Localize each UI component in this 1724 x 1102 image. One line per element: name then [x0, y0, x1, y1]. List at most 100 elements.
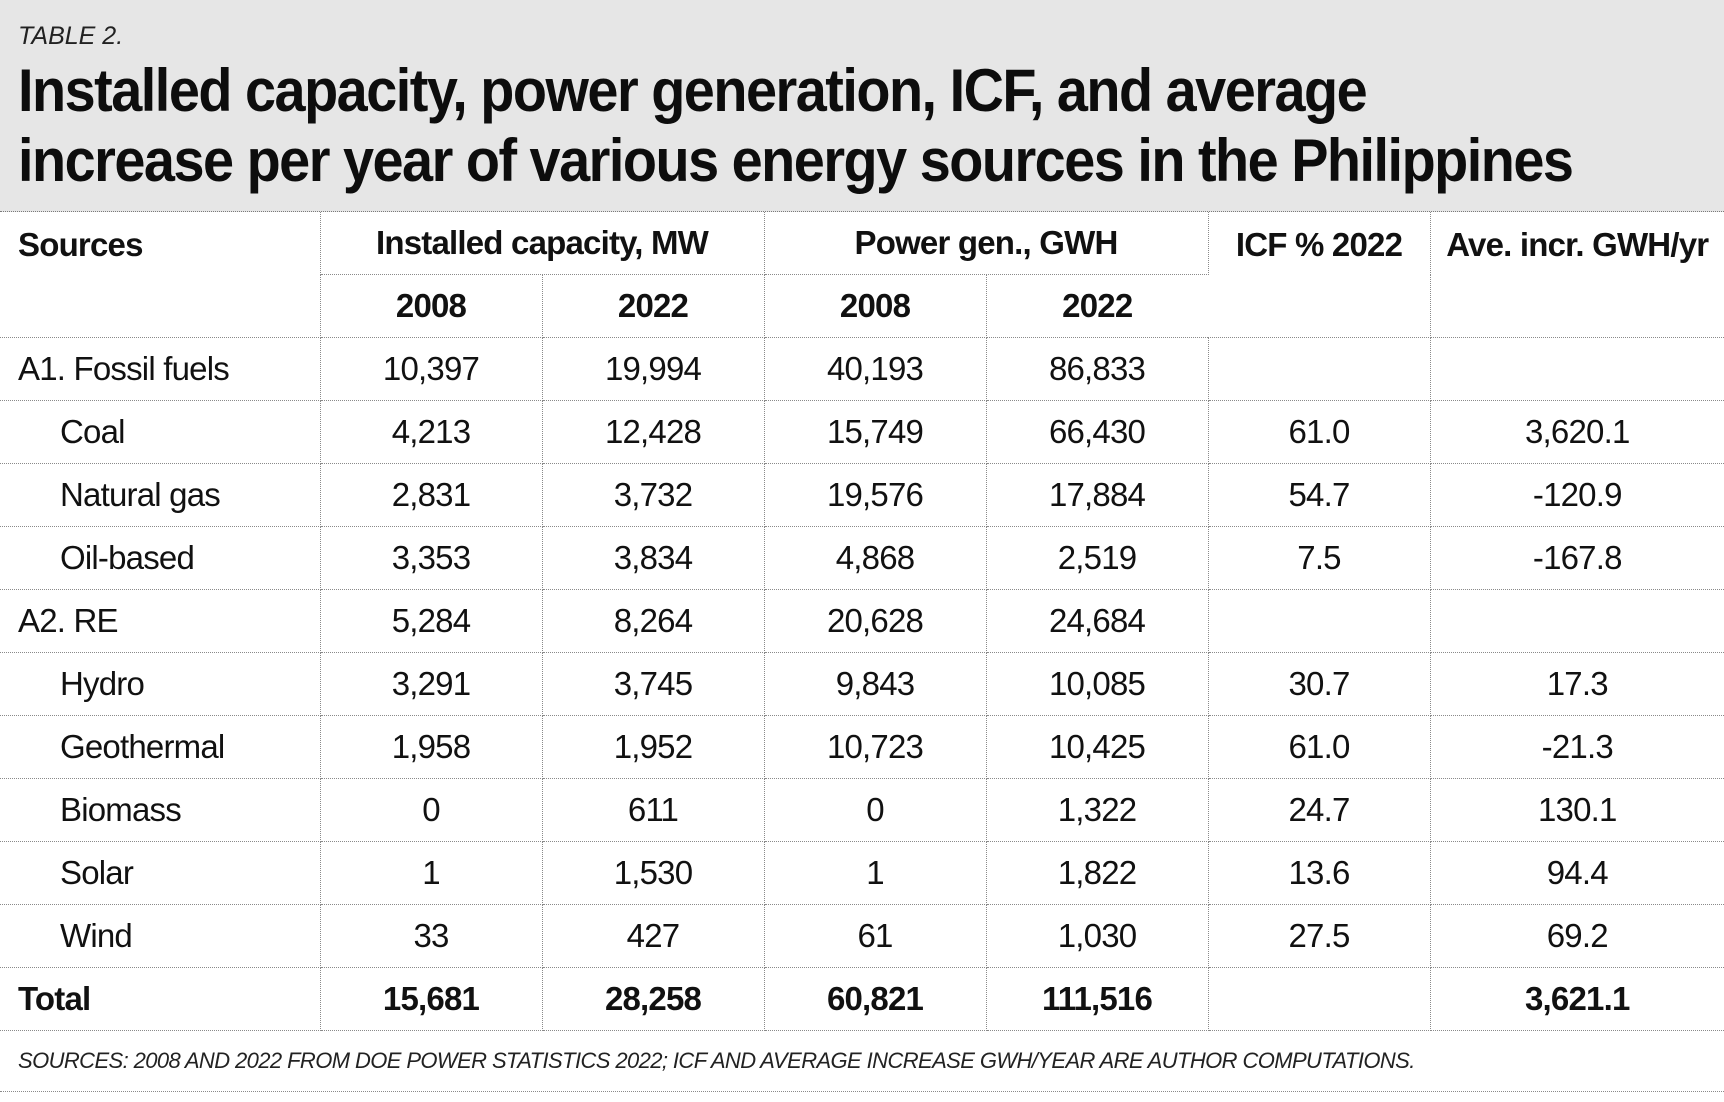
source-cell: A2. RE: [0, 589, 321, 653]
energy-table: Sources Installed capacity, MW Power gen…: [0, 212, 1724, 1031]
source-cell: Solar: [0, 841, 321, 905]
source-cell: Coal: [0, 400, 321, 464]
title-line-2: increase per year of various energy sour…: [18, 127, 1574, 194]
cap-2022-cell: 3,732: [542, 463, 765, 527]
table-label: TABLE 2.: [18, 22, 124, 50]
icf-cell: [1208, 337, 1431, 401]
cap-2008-cell: 3,291: [320, 652, 543, 716]
cap-2008-cell: 5,284: [320, 589, 543, 653]
gen-2008-cell: 19,576: [764, 463, 987, 527]
cap-2022-cell: 8,264: [542, 589, 765, 653]
table-body: A1. Fossil fuels 10,397 19,994 40,193 86…: [0, 337, 1724, 1031]
gen-2022-cell: 1,030: [986, 904, 1209, 968]
total-icf: [1208, 967, 1431, 1031]
gen-2008-cell: 15,749: [764, 400, 987, 464]
cap-2022-cell: 611: [542, 778, 765, 842]
cap-2008-cell: 1: [320, 841, 543, 905]
header-cap-2008: 2008: [320, 274, 543, 338]
cap-2022-cell: 1,952: [542, 715, 765, 779]
header-installed-capacity: Installed capacity, MW: [320, 212, 765, 275]
table-row: Biomass 0 611 0 1,322 24.7 130.1: [0, 778, 1724, 842]
gen-2022-cell: 10,085: [986, 652, 1209, 716]
icf-cell: 61.0: [1208, 715, 1431, 779]
table-row: Oil-based 3,353 3,834 4,868 2,519 7.5 -1…: [0, 526, 1724, 590]
gen-2022-cell: 17,884: [986, 463, 1209, 527]
incr-cell: [1430, 589, 1724, 653]
source-cell: Oil-based: [0, 526, 321, 590]
table-row: Hydro 3,291 3,745 9,843 10,085 30.7 17.3: [0, 652, 1724, 716]
incr-cell: 17.3: [1430, 652, 1724, 716]
total-incr: 3,621.1: [1430, 967, 1724, 1031]
table-row: Natural gas 2,831 3,732 19,576 17,884 54…: [0, 463, 1724, 527]
total-gen-2008: 60,821: [764, 967, 987, 1031]
icf-cell: [1208, 589, 1431, 653]
incr-cell: 94.4: [1430, 841, 1724, 905]
gen-2008-cell: 61: [764, 904, 987, 968]
gen-2008-cell: 40,193: [764, 337, 987, 401]
gen-2022-cell: 86,833: [986, 337, 1209, 401]
header-cap-2022: 2022: [542, 274, 765, 338]
header-gen-2008: 2008: [764, 274, 987, 338]
cap-2008-cell: 33: [320, 904, 543, 968]
source-cell: A1. Fossil fuels: [0, 337, 321, 401]
icf-cell: 61.0: [1208, 400, 1431, 464]
icf-cell: 54.7: [1208, 463, 1431, 527]
gen-2022-cell: 2,519: [986, 526, 1209, 590]
incr-cell: 130.1: [1430, 778, 1724, 842]
bottom-rule: [0, 1091, 1724, 1092]
source-cell: Biomass: [0, 778, 321, 842]
cap-2022-cell: 12,428: [542, 400, 765, 464]
header-row: Sources Installed capacity, MW Power gen…: [0, 212, 1724, 338]
cap-2022-cell: 3,834: [542, 526, 765, 590]
incr-cell: 3,620.1: [1430, 400, 1724, 464]
incr-cell: -120.9: [1430, 463, 1724, 527]
gen-2022-cell: 1,322: [986, 778, 1209, 842]
gen-2008-cell: 0: [764, 778, 987, 842]
header-ave-incr: Ave. incr. GWH/yr: [1430, 212, 1724, 338]
gen-2022-cell: 1,822: [986, 841, 1209, 905]
source-cell: Natural gas: [0, 463, 321, 527]
total-cap-2022: 28,258: [542, 967, 765, 1031]
icf-cell: 7.5: [1208, 526, 1431, 590]
source-cell: Wind: [0, 904, 321, 968]
table-header-band: TABLE 2. Installed capacity, power gener…: [0, 0, 1724, 212]
cap-2008-cell: 2,831: [320, 463, 543, 527]
incr-cell: 69.2: [1430, 904, 1724, 968]
total-gen-2022: 111,516: [986, 967, 1209, 1031]
source-note: SOURCES: 2008 AND 2022 FROM DOE POWER ST…: [18, 1048, 1415, 1073]
incr-cell: -167.8: [1430, 526, 1724, 590]
icf-cell: 30.7: [1208, 652, 1431, 716]
header-sources: Sources: [0, 212, 321, 338]
total-label: Total: [0, 967, 321, 1031]
cap-2008-cell: 10,397: [320, 337, 543, 401]
icf-cell: 24.7: [1208, 778, 1431, 842]
cap-2022-cell: 3,745: [542, 652, 765, 716]
header-icf: ICF % 2022: [1208, 212, 1431, 338]
gen-2008-cell: 9,843: [764, 652, 987, 716]
cap-2022-cell: 1,530: [542, 841, 765, 905]
incr-cell: [1430, 337, 1724, 401]
source-cell: Hydro: [0, 652, 321, 716]
cap-2008-cell: 1,958: [320, 715, 543, 779]
cap-2022-cell: 427: [542, 904, 765, 968]
gen-2008-cell: 1: [764, 841, 987, 905]
cap-2008-cell: 4,213: [320, 400, 543, 464]
table-row: A2. RE 5,284 8,264 20,628 24,684: [0, 589, 1724, 653]
header-power-gen: Power gen., GWH: [764, 212, 1209, 275]
cap-2008-cell: 3,353: [320, 526, 543, 590]
table-row: Wind 33 427 61 1,030 27.5 69.2: [0, 904, 1724, 968]
gen-2022-cell: 66,430: [986, 400, 1209, 464]
icf-cell: 27.5: [1208, 904, 1431, 968]
table-title: Installed capacity, power generation, IC…: [18, 56, 1590, 196]
header-year-row: 2008 2022 2008 2022: [0, 274, 1724, 338]
total-cap-2008: 15,681: [320, 967, 543, 1031]
gen-2008-cell: 20,628: [764, 589, 987, 653]
source-cell: Geothermal: [0, 715, 321, 779]
gen-2008-cell: 4,868: [764, 526, 987, 590]
title-line-1: Installed capacity, power generation, IC…: [18, 57, 1368, 124]
cap-2008-cell: 0: [320, 778, 543, 842]
total-row: Total 15,681 28,258 60,821 111,516 3,621…: [0, 967, 1724, 1031]
gen-2022-cell: 24,684: [986, 589, 1209, 653]
table-row: A1. Fossil fuels 10,397 19,994 40,193 86…: [0, 337, 1724, 401]
